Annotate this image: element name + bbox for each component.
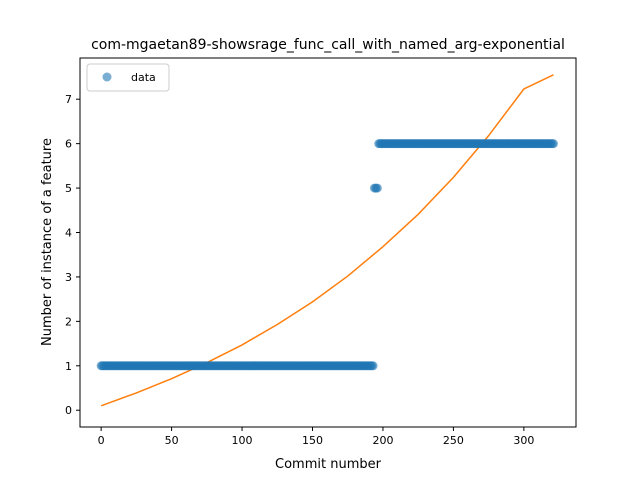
y-axis: 0 1 2 3 4 5 6 7 [65,93,80,417]
x-tick-label: 0 [98,434,105,447]
y-axis-label: Number of instance of a feature [40,138,55,346]
data-points-layer [96,139,558,371]
x-axis: 0 50 100 150 200 250 300 [98,427,534,447]
x-tick-label: 200 [372,434,393,447]
data-point [368,361,378,371]
data-point [548,139,558,149]
legend-marker-data [102,72,112,82]
legend-label-data: data [131,71,156,84]
fit-line [100,74,554,407]
y-tick-label: 0 [65,404,72,417]
y-tick-label: 1 [65,360,72,373]
plot-frame [79,57,577,428]
chart-title: com-mgaetan89-showsrage_func_call_with_n… [91,37,565,53]
y-tick-label: 5 [65,182,72,195]
y-tick-label: 3 [65,271,72,284]
y-tick-label: 4 [65,227,72,240]
fit-line-layer [100,74,554,407]
x-axis-label: Commit number [275,457,382,472]
x-tick-label: 150 [302,434,323,447]
data-point [372,183,382,193]
x-tick-label: 250 [443,434,464,447]
plot-area [79,57,577,428]
legend-box [86,63,170,92]
x-tick-label: 100 [232,434,253,447]
y-tick-label: 6 [65,138,72,151]
y-tick-label: 2 [65,315,72,328]
legend: data [86,63,170,92]
x-tick-label: 300 [513,434,534,447]
x-tick-label: 50 [165,434,179,447]
y-tick-label: 7 [65,93,72,106]
